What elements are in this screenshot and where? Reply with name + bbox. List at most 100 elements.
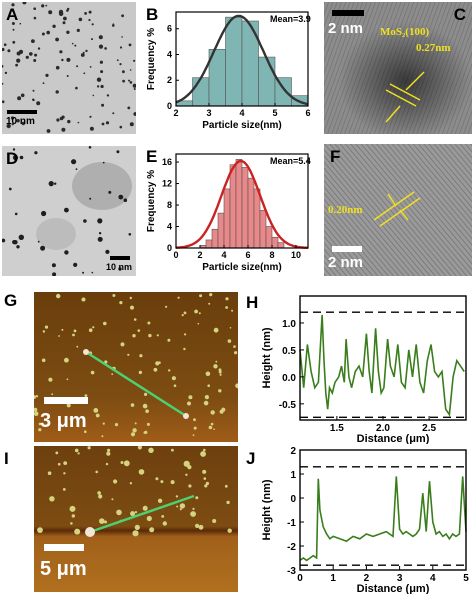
y-tick-label: 6	[167, 24, 172, 34]
particle-dot	[193, 426, 197, 430]
particle-dot	[14, 212, 18, 216]
particle-dot	[49, 496, 55, 502]
particle-dot	[89, 66, 92, 68]
particle-dot	[22, 2, 27, 5]
particle-dot	[41, 4, 45, 8]
particle-dot	[71, 42, 74, 45]
particle-dot	[116, 509, 122, 516]
y-tick-label: 4	[167, 49, 172, 59]
particle-dot	[51, 393, 54, 396]
particle-dot	[76, 28, 80, 32]
particle-dot	[226, 500, 230, 505]
particle-dot	[118, 194, 124, 200]
particle-dot	[55, 451, 59, 455]
particle-dot	[19, 22, 22, 25]
particle-dot	[132, 83, 136, 88]
histogram-bar	[223, 188, 231, 249]
x-tick-label: 5	[463, 573, 469, 584]
particle-dot	[66, 403, 71, 408]
particle-dot	[96, 77, 102, 82]
y-tick-label: 2	[290, 446, 296, 457]
particle-dot	[185, 473, 188, 476]
particle-dot	[121, 36, 123, 38]
y-tick-label: 0	[167, 243, 172, 253]
particle-dot	[37, 240, 40, 243]
particle-dot	[148, 447, 154, 453]
particle-dot	[4, 71, 8, 75]
particle-dot	[12, 9, 15, 13]
height-profile-chart-h: 1.5 2.0 2.5 -0.5 0.0 0.5 1.0 Distance (μm) Heigh…	[261, 295, 467, 444]
hrtem-lattice-c	[324, 2, 472, 134]
particle-dot	[219, 373, 222, 376]
particle-dot	[12, 240, 17, 245]
particle-dot	[137, 446, 142, 450]
particle-dot	[77, 121, 80, 124]
particle-dot	[17, 96, 22, 101]
x-tick-label: 0	[173, 250, 178, 260]
particle-dot	[219, 409, 224, 414]
particle-dot	[171, 376, 176, 381]
gaussian-fit-curve	[175, 14, 309, 106]
particle-dot	[100, 70, 104, 74]
particle-dot	[83, 72, 86, 75]
x-tick-label: 0	[297, 573, 303, 584]
y-axis-label: Frequency %	[146, 28, 157, 90]
particle-dot	[55, 90, 59, 94]
particle-dot	[58, 335, 60, 337]
particle-dot	[2, 100, 5, 104]
particle-dot	[11, 3, 15, 7]
particle-dot	[118, 267, 122, 271]
particle-dot	[155, 361, 160, 366]
particle-dot	[120, 342, 125, 347]
particle-dot	[87, 446, 91, 450]
scale-label-d: 10 nm	[106, 262, 133, 272]
particle-dot	[76, 345, 79, 348]
particle-dot	[129, 122, 134, 127]
particle-dot	[133, 59, 136, 62]
particle-dot	[116, 150, 120, 154]
particle-dot	[80, 53, 85, 57]
particle-dot	[90, 370, 95, 375]
particle-dot	[200, 451, 207, 457]
x-tick-label: 2.0	[376, 423, 390, 434]
particle-dot	[142, 403, 148, 409]
particle-dot	[6, 123, 11, 129]
particle-dot	[31, 39, 35, 43]
panel-label-a: A	[6, 5, 19, 24]
particle-dot	[130, 432, 136, 437]
particle-dot	[66, 75, 69, 77]
x-tick-label: 4	[430, 573, 436, 584]
y-tick-label: 0	[290, 494, 296, 505]
histogram-bar	[247, 177, 255, 249]
histogram-bar	[229, 164, 237, 249]
plot-frame	[299, 295, 467, 421]
particle-dot	[91, 38, 93, 41]
particle-dot	[97, 218, 103, 224]
particle-dot	[229, 327, 232, 329]
particle-dot	[192, 434, 195, 436]
particle-dot	[175, 495, 179, 498]
particle-dot	[104, 520, 107, 524]
particle-dot	[127, 353, 130, 356]
particle-dot	[91, 23, 94, 26]
particle-dot	[63, 16, 67, 21]
particle-dot	[121, 14, 124, 18]
particle-dot	[225, 297, 229, 301]
histogram-bar	[211, 228, 219, 249]
scale-bar-d	[110, 256, 130, 260]
x-axis-label: Particle size(nm)	[202, 262, 281, 273]
panel-label-f: F	[330, 147, 341, 166]
particle-dot	[102, 422, 105, 425]
particle-dot	[75, 168, 78, 171]
x-tick-label: 5	[272, 108, 277, 118]
particle-dot	[45, 73, 49, 77]
particle-dot	[227, 528, 232, 533]
panel-i-afm-image: 5 μm	[34, 446, 238, 592]
particle-dot	[153, 367, 158, 372]
particle-dot	[129, 482, 133, 485]
plot-frame	[175, 153, 309, 249]
particle-dot	[130, 305, 134, 310]
particle-dot	[33, 16, 37, 20]
particle-dot	[7, 49, 11, 53]
panel-d-tem-image: D 10 nm	[2, 146, 136, 276]
